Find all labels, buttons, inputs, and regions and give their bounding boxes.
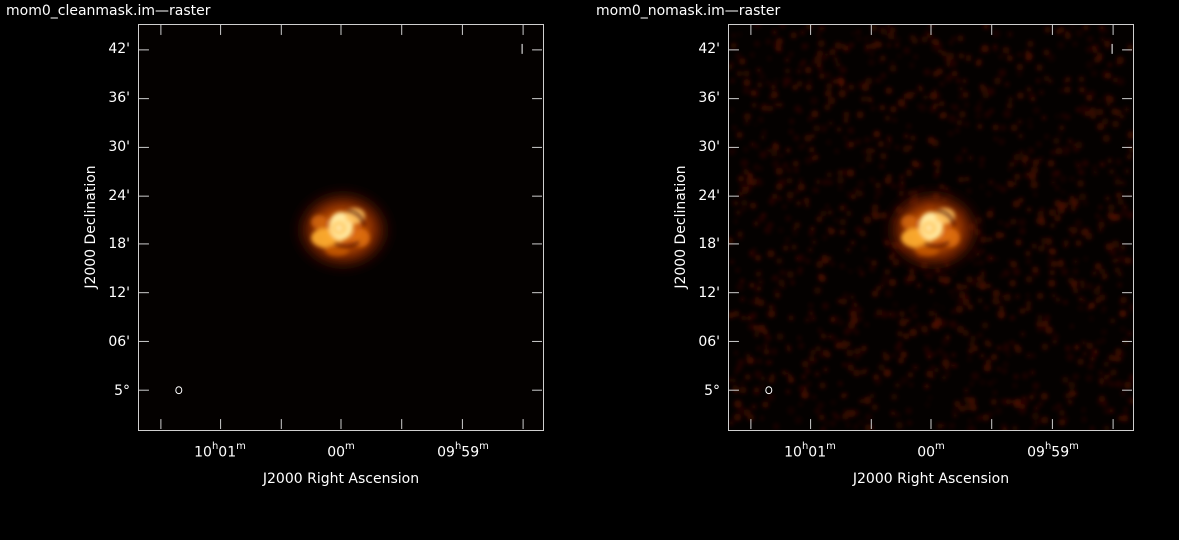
ra-tick-label: 00m [917, 441, 945, 461]
moment0-raster [139, 25, 543, 430]
panel-title: mom0_nomask.im—raster [596, 3, 781, 19]
dec-tick-label: 36' [108, 90, 130, 106]
dec-tick-label: 24' [698, 188, 720, 204]
beam-ellipse [175, 386, 183, 395]
dec-tick-label: 42' [108, 41, 130, 57]
x-axis-title: J2000 Right Ascension [852, 471, 1010, 487]
dec-tick-label: 30' [108, 139, 130, 155]
x-axis-title: J2000 Right Ascension [262, 471, 420, 487]
dec-tick-label: 12' [698, 285, 720, 301]
image-frame[interactable] [728, 24, 1134, 431]
beam-ellipse [765, 386, 773, 395]
dec-tick-label: 36' [698, 90, 720, 106]
dec-tick-label: 5° [114, 383, 130, 399]
moment0-raster [729, 25, 1133, 430]
source-emission [293, 188, 393, 272]
image-frame[interactable] [138, 24, 544, 431]
y-axis-title: J2000 Declination [673, 165, 689, 289]
ra-tick-label: 00m [327, 441, 355, 461]
source-emission [883, 188, 983, 272]
dec-tick-label: 30' [698, 139, 720, 155]
y-axis-title: J2000 Declination [83, 165, 99, 289]
dec-tick-label: 42' [698, 41, 720, 57]
ra-tick-label: 09h59m [1027, 441, 1079, 461]
ra-tick-label: 09h59m [437, 441, 489, 461]
panel-title: mom0_cleanmask.im—raster [6, 3, 211, 19]
ra-tick-label: 10h01m [784, 441, 836, 461]
dec-tick-label: 18' [698, 236, 720, 252]
image-panel-nomask: mom0_nomask.im—raster 42' 36' 30' 24' 18' 12'… [590, 0, 1179, 540]
image-panel-cleanmask: mom0_cleanmask.im—raster 42' 36' 30' 24' 18'… [6, 3, 544, 487]
dec-tick-label: 06' [108, 334, 130, 350]
dec-tick-label: 12' [108, 285, 130, 301]
ra-tick-label: 10h01m [194, 441, 246, 461]
dec-tick-label: 06' [698, 334, 720, 350]
dec-tick-label: 24' [108, 188, 130, 204]
dec-tick-label: 5° [704, 383, 720, 399]
dec-tick-label: 18' [108, 236, 130, 252]
